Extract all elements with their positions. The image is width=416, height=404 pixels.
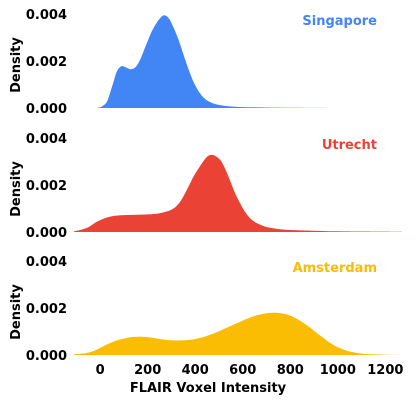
amsterdam-density-area <box>74 312 402 355</box>
utrecht-y-axis-label: Density <box>9 161 24 217</box>
x-tick-label: 400 <box>182 363 209 378</box>
x-tick-label: 0 <box>96 363 105 378</box>
x-tick-label: 200 <box>134 363 161 378</box>
utrecht-y-tick-label: 0.002 <box>26 179 67 194</box>
utrecht-density-area <box>74 154 402 232</box>
singapore-density-area <box>74 15 402 109</box>
amsterdam-y-axis-label: Density <box>9 284 24 340</box>
amsterdam-y-tick-label: 0.004 <box>26 255 67 270</box>
x-axis-label: FLAIR Voxel Intensity <box>130 381 287 396</box>
utrecht-y-tick-label: 0.000 <box>26 226 67 241</box>
x-tick-label: 1000 <box>320 363 356 378</box>
singapore-y-axis-label: Density <box>9 37 24 93</box>
amsterdam-y-tick-label: 0.000 <box>26 349 67 364</box>
x-tick-label: 600 <box>229 363 256 378</box>
amsterdam-y-tick-label: 0.002 <box>26 302 67 317</box>
singapore-panel-label: Singapore <box>302 14 377 29</box>
utrecht-panel-label: Utrecht <box>322 138 377 153</box>
amsterdam-panel-label: Amsterdam <box>293 261 377 276</box>
singapore-y-tick-label: 0.002 <box>26 55 67 70</box>
singapore-y-tick-label: 0.000 <box>26 102 67 117</box>
x-tick-label: 1200 <box>367 363 403 378</box>
singapore-y-tick-label: 0.004 <box>26 8 67 23</box>
utrecht-y-tick-label: 0.004 <box>26 132 67 147</box>
x-tick-label: 800 <box>277 363 304 378</box>
